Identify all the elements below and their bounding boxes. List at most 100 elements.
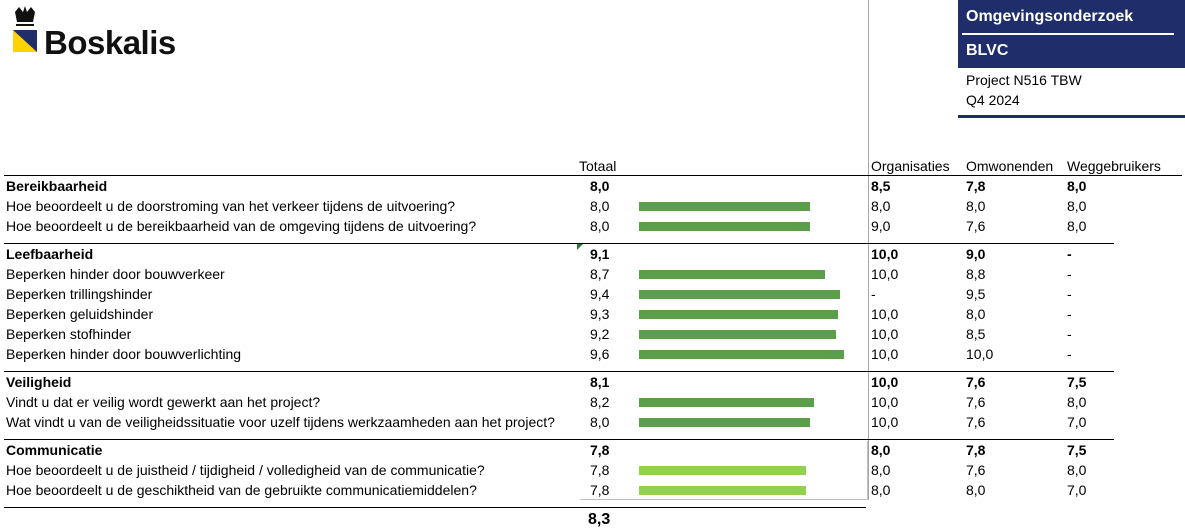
question-row: Beperken hinder door bouwverkeer 8,7 10,0 8…: [0, 264, 1185, 284]
question-omw-score: 7,6: [966, 414, 986, 430]
question-label: Vindt u dat er veilig wordt gewerkt aan …: [6, 394, 321, 410]
question-label: Hoe beoordeelt u de bereikbaarheid van d…: [6, 218, 477, 234]
section-org-score: 10,0: [871, 246, 899, 262]
question-row: Hoe beoordeelt u de bereikbaarheid van d…: [0, 216, 1185, 236]
comment-marker: [577, 244, 583, 250]
question-weg-score: -: [1067, 326, 1072, 342]
question-omw-score: 8,8: [966, 266, 986, 282]
logo-wordmark: Boskalis: [44, 24, 176, 61]
col-header-weggebruikers: Weggebruikers: [1067, 158, 1161, 174]
col-header-organisaties: Organisaties: [871, 158, 950, 174]
question-label: Hoe beoordeelt u de doorstroming van het…: [6, 198, 456, 214]
question-total: 9,3: [590, 306, 610, 322]
question-total: 7,8: [590, 462, 610, 478]
section-org-score: 8,0: [871, 442, 891, 458]
question-omw-score: 7,6: [966, 218, 986, 234]
question-omw-score: 9,5: [966, 286, 986, 302]
question-weg-score: -: [1067, 286, 1072, 302]
section-header-row: Bereikbaarheid 8,0 8,5 7,8 8,0: [0, 176, 1185, 196]
section-weg-score: 8,0: [1067, 178, 1087, 194]
question-row: Hoe beoordeelt u de juistheid / tijdighe…: [0, 460, 1185, 480]
section-total: 8,1: [590, 374, 610, 390]
question-omw-score: 8,0: [966, 306, 986, 322]
score-bar: [639, 418, 810, 427]
section-total: 7,8: [590, 442, 610, 458]
question-org-score: 10,0: [871, 414, 899, 430]
question-total: 9,2: [590, 326, 610, 342]
grand-total: 8,3: [588, 511, 611, 528]
question-total: 8,7: [590, 266, 610, 282]
section-title: Bereikbaarheid: [6, 178, 108, 194]
question-org-score: 10,0: [871, 306, 899, 322]
score-bar: [639, 398, 814, 407]
section-weg-score: 7,5: [1067, 442, 1087, 458]
question-label: Wat vindt u van de veiligheidssituatie v…: [6, 414, 555, 430]
header-divider: [962, 33, 1174, 35]
question-label: Beperken stofhinder: [6, 326, 132, 342]
score-bar: [639, 202, 810, 211]
question-omw-score: 7,6: [966, 462, 986, 478]
question-total: 7,8: [590, 482, 610, 498]
question-org-score: 8,0: [871, 198, 891, 214]
question-org-score: 10,0: [871, 346, 899, 362]
section-omw-score: 7,8: [966, 442, 986, 458]
question-weg-score: 8,0: [1067, 394, 1087, 410]
section-title: Leefbaarheid: [6, 246, 94, 262]
question-omw-score: 8,0: [966, 482, 986, 498]
section-weg-score: 7,5: [1067, 374, 1087, 390]
section-omw-score: 7,8: [966, 178, 986, 194]
section-header-row: Veiligheid 8,1 10,0 7,6 7,5: [0, 372, 1185, 392]
score-bar: [639, 486, 806, 495]
total-divider: [4, 507, 866, 508]
question-org-score: -: [871, 286, 876, 302]
question-label: Beperken trillingshinder: [6, 286, 153, 302]
question-org-score: 8,0: [871, 462, 891, 478]
question-omw-score: 8,0: [966, 198, 986, 214]
question-total: 8,0: [590, 218, 610, 234]
question-omw-score: 7,6: [966, 394, 986, 410]
section-divider: [4, 243, 1114, 244]
question-weg-score: 7,0: [1067, 414, 1087, 430]
boskalis-logo: Boskalis: [10, 4, 200, 64]
question-row: Beperken stofhinder 9,2 10,0 8,5 -: [0, 324, 1185, 344]
question-row: Beperken trillingshinder 9,4 - 9,5 -: [0, 284, 1185, 304]
question-label: Beperken hinder door bouwverlichting: [6, 346, 242, 362]
communication-box-border: [580, 441, 868, 500]
section-divider: [4, 371, 1114, 372]
question-row: Hoe beoordeelt u de doorstroming van het…: [0, 196, 1185, 216]
question-total: 8,2: [590, 394, 610, 410]
report-subtitle: BLVC: [966, 42, 1009, 59]
section-header-row: Communicatie 7,8 8,0 7,8 7,5: [0, 440, 1185, 460]
question-total: 8,0: [590, 198, 610, 214]
section-divider: [4, 439, 1114, 440]
question-total: 8,0: [590, 414, 610, 430]
question-row: Vindt u dat er veilig wordt gewerkt aan …: [0, 392, 1185, 412]
score-bar: [639, 466, 806, 475]
question-org-score: 10,0: [871, 266, 899, 282]
crown-icon: [13, 6, 37, 52]
score-bar: [639, 290, 840, 299]
section-omw-score: 9,0: [966, 246, 986, 262]
section-org-score: 10,0: [871, 374, 899, 390]
question-label: Beperken hinder door bouwverkeer: [6, 266, 225, 282]
question-label: Hoe beoordeelt u de juistheid / tijdighe…: [6, 462, 485, 478]
question-weg-score: 7,0: [1067, 482, 1087, 498]
question-row: Hoe beoordeelt u de geschiktheid van de …: [0, 480, 1185, 500]
col-header-totaal: Totaal: [579, 158, 617, 174]
question-omw-score: 10,0: [966, 346, 994, 362]
question-label: Beperken geluidshinder: [6, 306, 154, 322]
section-header-row: Leefbaarheid 9,1 10,0 9,0 -: [0, 244, 1185, 264]
question-total: 9,4: [590, 286, 610, 302]
question-omw-score: 8,5: [966, 326, 986, 342]
question-weg-score: 8,0: [1067, 462, 1087, 478]
question-weg-score: 8,0: [1067, 198, 1087, 214]
question-weg-score: -: [1067, 346, 1072, 362]
score-bar: [639, 310, 838, 319]
section-org-score: 8,5: [871, 178, 891, 194]
section-omw-score: 7,6: [966, 374, 986, 390]
section-divider: [4, 175, 1182, 176]
project-name: Project N516 TBW: [966, 72, 1082, 88]
question-weg-score: -: [1067, 306, 1072, 322]
score-bar: [639, 330, 836, 339]
question-row: Wat vindt u van de veiligheidssituatie v…: [0, 412, 1185, 432]
